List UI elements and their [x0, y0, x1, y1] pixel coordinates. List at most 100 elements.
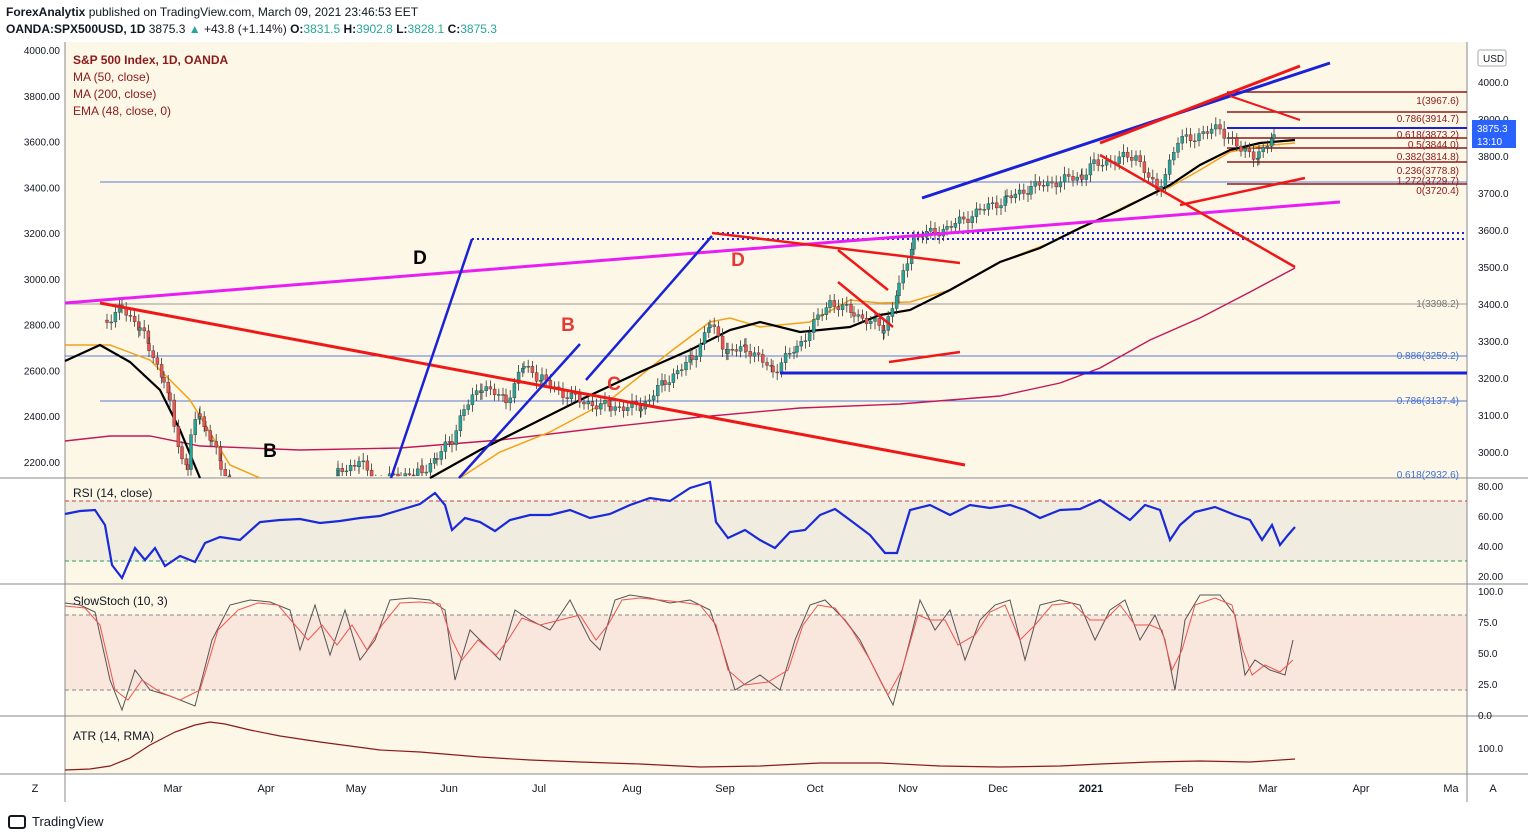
candle-body — [609, 406, 613, 411]
candle-body — [852, 312, 856, 317]
stoch-tick-label: 100.0 — [1478, 587, 1503, 598]
candle-body — [1130, 156, 1134, 161]
left-tick-label: 3200.00 — [24, 229, 61, 240]
candle-body — [202, 416, 206, 428]
candle-body — [582, 401, 586, 405]
low-value: 3828.1 — [407, 22, 445, 36]
candle-body — [492, 388, 497, 396]
time-tick-label: Apr — [257, 783, 274, 795]
candle-body — [420, 465, 424, 474]
time-tick-label: May — [346, 783, 367, 795]
candle-body — [698, 343, 703, 357]
candle-body — [184, 458, 188, 466]
candle-body — [779, 362, 784, 373]
right-tick-label: 3700.0 — [1478, 189, 1509, 200]
candle-body — [1243, 148, 1247, 152]
candle-body — [340, 468, 344, 472]
candle-body — [603, 400, 607, 404]
candle-body — [982, 209, 986, 211]
candle-body — [522, 366, 526, 369]
candle-body — [1125, 151, 1130, 158]
candle-body — [901, 270, 905, 284]
left-price-axis[interactable]: 4000.00 3800.00 3600.00 3400.00 3200.00 3000.… — [24, 46, 61, 469]
oscillator-axis: 80.00 60.00 40.00 20.00 100.0 75.0 50.0 25.0 0.0… — [1478, 482, 1503, 755]
publisher-name[interactable]: ForexAnalytix — [6, 5, 86, 19]
price-candles[interactable] — [105, 117, 1276, 478]
right-tick-label: 3500.0 — [1478, 263, 1509, 274]
candle-body — [458, 415, 463, 431]
candle-body — [1201, 131, 1205, 134]
candle-body — [663, 380, 667, 385]
candle-body — [667, 382, 671, 385]
fib-level-label: 0.886(3259.2) — [1397, 351, 1459, 362]
price-pane-bg[interactable] — [65, 42, 1467, 478]
candle-body — [812, 319, 816, 333]
candle-body — [466, 404, 470, 410]
left-tick-label: 3600.00 — [24, 138, 61, 149]
rsi-line — [64, 480, 1296, 581]
candle-body — [990, 202, 995, 205]
candle-body — [639, 408, 643, 412]
candle-body — [113, 312, 118, 323]
candle-body — [1058, 181, 1063, 188]
time-axis[interactable]: Mar Apr May Jun Jul Aug Sep Oct Nov Dec 2021 Feb Mar… — [32, 783, 1498, 795]
candle-body — [734, 349, 739, 352]
rsi-band — [65, 501, 1467, 561]
candle-body — [586, 401, 590, 405]
candle-body — [599, 403, 603, 410]
candle-body — [1197, 133, 1201, 142]
candle-body — [396, 473, 400, 477]
candle-body — [824, 307, 829, 315]
candle-body — [1062, 174, 1067, 183]
candle-body — [193, 419, 197, 435]
candle-body — [470, 394, 475, 406]
candle-body — [1117, 156, 1121, 164]
candle-body — [454, 430, 458, 445]
chart-canvas[interactable]: 4000.00 3800.00 3600.00 3400.00 3200.00 3000.… — [0, 40, 1528, 806]
candle-body — [1247, 148, 1252, 153]
fib-level-label: 0.786(3137.4) — [1397, 396, 1459, 407]
candle-body — [1235, 137, 1239, 147]
candle-body — [336, 468, 340, 471]
candle-body — [1269, 138, 1274, 147]
right-tick-label: 4000.0 — [1478, 78, 1509, 89]
candle-body — [348, 465, 353, 472]
tradingview-logo[interactable]: TradingView — [8, 814, 104, 829]
fib-level-label: 1(3967.6) — [1416, 96, 1459, 107]
candle-body — [660, 380, 664, 386]
candle-body — [534, 372, 539, 382]
candle-body — [590, 401, 595, 407]
atr-pane-bg[interactable] — [65, 717, 1467, 774]
ema48-legend: EMA (48, close, 0) — [73, 104, 171, 118]
rsi-tick-label: 40.00 — [1478, 542, 1503, 553]
left-tick-label: 4000.00 — [24, 46, 61, 57]
candle-body — [357, 461, 361, 467]
candle-body — [849, 304, 853, 313]
candle-body — [1050, 181, 1054, 184]
wave-label: B — [263, 441, 277, 462]
symbol-line: OANDA:SPX500USD, 1D 3875.3 ▲ +43.8 (+1.1… — [6, 22, 497, 36]
horizontal-levels — [65, 91, 1467, 402]
symbol-name[interactable]: OANDA:SPX500USD, 1D — [6, 22, 146, 36]
time-tick-label: Jun — [440, 783, 458, 795]
candle-body — [945, 226, 949, 230]
high-label: H: — [343, 22, 357, 36]
candle-body — [1100, 164, 1105, 167]
candle-body — [155, 357, 160, 365]
candle-body — [1096, 159, 1100, 166]
time-tick-label: Feb — [1175, 783, 1194, 795]
candle-body — [617, 406, 622, 409]
candle-body — [621, 406, 626, 411]
price-legend[interactable]: S&P 500 Index, 1D, OANDA MA (50, close) … — [73, 53, 228, 118]
close-label: C: — [447, 22, 461, 36]
candle-body — [1121, 151, 1126, 158]
currency-badge[interactable] — [1477, 49, 1507, 67]
candle-body — [799, 341, 803, 347]
candle-body — [647, 399, 652, 402]
candle-body — [912, 236, 916, 250]
candle-body — [897, 282, 901, 297]
candle-body — [607, 400, 611, 407]
candle-body — [1003, 196, 1007, 206]
candle-body — [516, 371, 521, 384]
candle-body — [929, 228, 933, 232]
